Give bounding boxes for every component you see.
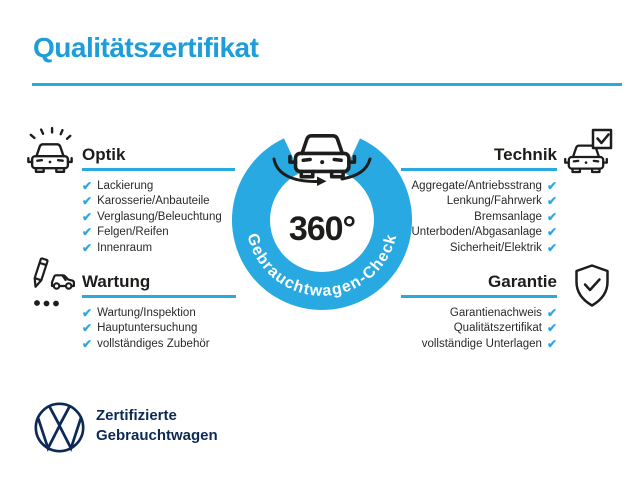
checklist-technik: Aggregate/Antriebsstrang ✔ Lenkung/Fahrwer… — [401, 180, 558, 254]
section-wartung: Wartung ✔ Wartung/Inspektion ✔ Hauptuntersu… — [82, 272, 236, 350]
checklist-item: Lenkung/Fahrwerk ✔ — [447, 195, 557, 207]
checklist-wartung: ✔ Wartung/Inspektion ✔ Hauptuntersuchung ✔ vo… — [82, 307, 236, 350]
checklist-item-label: Qualitätszertifikat — [453, 322, 542, 335]
check-icon: ✔ — [82, 225, 93, 240]
footer-brand-text: Zertifizierte Gebrauchtwagen — [96, 406, 218, 446]
section-rule — [401, 168, 557, 171]
checklist-item: Unterboden/Abgasanlage ✔ — [412, 226, 558, 238]
check-icon: ✔ — [546, 336, 557, 351]
check-icon: ✔ — [546, 179, 557, 193]
checklist-item: vollständige Unterlagen ✔ — [422, 338, 557, 350]
check-icon: ✔ — [82, 209, 93, 224]
check-icon: ✔ — [546, 321, 557, 336]
checklist-item: ✔ Karosserie/Anbauteile — [82, 195, 235, 207]
checklist-item-label: Unterboden/Abgasanlage — [411, 226, 542, 239]
checklist-item: ✔ Wartung/Inspektion — [82, 307, 236, 319]
checklist-item: Bremsanlage ✔ — [474, 211, 557, 223]
title-divider — [32, 83, 622, 86]
section-technik: Technik Aggregate/Antriebsstrang ✔ Lenkung… — [401, 145, 557, 254]
checklist-item-label: Lenkung/Fahrwerk — [446, 195, 542, 208]
checklist-optik: ✔ Lackierung ✔ Karosserie/Anbauteile ✔ Vergla… — [82, 180, 235, 254]
section-title-wartung: Wartung — [82, 272, 151, 291]
360-badge: Gebrauchtwagen-Check 360° — [230, 123, 414, 318]
360-value: 360° — [289, 210, 356, 248]
check-icon: ✔ — [82, 240, 93, 255]
pencil-car-checklist-icon — [26, 257, 76, 309]
check-icon: ✔ — [546, 225, 557, 240]
check-icon: ✔ — [546, 240, 557, 255]
checklist-item: ✔ Verglasung/Beleuchtung — [82, 211, 235, 223]
page-title: Qualitätszertifikat — [33, 32, 259, 63]
vw-logo — [33, 401, 86, 459]
checklist-item: ✔ Hauptuntersuchung — [82, 322, 236, 334]
check-icon: ✔ — [546, 306, 557, 320]
car-front-sparkle-icon — [25, 126, 75, 178]
check-icon: ✔ — [82, 194, 93, 209]
footer-line1: Zertifizierte — [96, 407, 177, 424]
section-rule — [82, 295, 236, 298]
section-rule — [82, 168, 235, 171]
checklist-item-label: Innenraum — [97, 241, 153, 254]
section-title-optik: Optik — [82, 145, 126, 164]
checklist-item: Aggregate/Antriebsstrang ✔ — [412, 180, 557, 192]
checklist-item-label: Garantienachweis — [449, 307, 542, 319]
section-title-technik: Technik — [494, 145, 557, 164]
checklist-item: ✔ Innenraum — [82, 242, 235, 254]
check-icon: ✔ — [82, 321, 93, 336]
section-title-garantie: Garantie — [488, 272, 557, 291]
checklist-item-label: vollständige Unterlagen — [421, 337, 542, 350]
checklist-item: ✔ Felgen/Reifen — [82, 226, 235, 238]
section-rule — [401, 295, 557, 298]
checklist-item-label: Wartung/Inspektion — [97, 307, 196, 319]
checklist-item-label: Karosserie/Anbauteile — [97, 195, 210, 208]
check-icon: ✔ — [82, 306, 93, 320]
check-icon: ✔ — [546, 209, 557, 224]
checklist-item: Sicherheit/Elektrik ✔ — [450, 242, 557, 254]
checklist-item-label: Felgen/Reifen — [97, 226, 169, 239]
checklist-item: ✔ vollständiges Zubehör — [82, 338, 236, 350]
footer-line2: Gebrauchtwagen — [96, 427, 218, 444]
checklist-item-label: Lackierung — [97, 180, 154, 192]
check-icon: ✔ — [82, 179, 93, 193]
shield-check-icon — [572, 263, 612, 309]
checklist-item-label: Bremsanlage — [474, 210, 542, 223]
checklist-item-label: Hauptuntersuchung — [97, 322, 198, 335]
checklist-item-label: Sicherheit/Elektrik — [449, 241, 542, 254]
checklist-item: ✔ Lackierung — [82, 180, 235, 192]
checklist-item-label: vollständiges Zubehör — [97, 337, 210, 350]
checklist-item-label: Verglasung/Beleuchtung — [97, 210, 222, 223]
checklist-item: Garantienachweis ✔ — [450, 307, 557, 319]
car-front-checkbox-icon — [562, 128, 616, 180]
checklist-item-label: Aggregate/Antriebsstrang — [411, 180, 542, 192]
checklist-garantie: Garantienachweis ✔ Qualitätszertifikat ✔ vol… — [401, 307, 557, 350]
section-garantie: Garantie Garantienachweis ✔ Qualitätszerti… — [401, 272, 557, 350]
360-ring — [232, 138, 412, 310]
check-icon: ✔ — [82, 336, 93, 351]
check-icon: ✔ — [546, 194, 557, 209]
checklist-item: Qualitätszertifikat ✔ — [454, 322, 557, 334]
section-optik: Optik ✔ Lackierung ✔ Karosserie/Anbauteile ✔… — [82, 145, 235, 254]
rotating-car-icon — [272, 133, 372, 186]
